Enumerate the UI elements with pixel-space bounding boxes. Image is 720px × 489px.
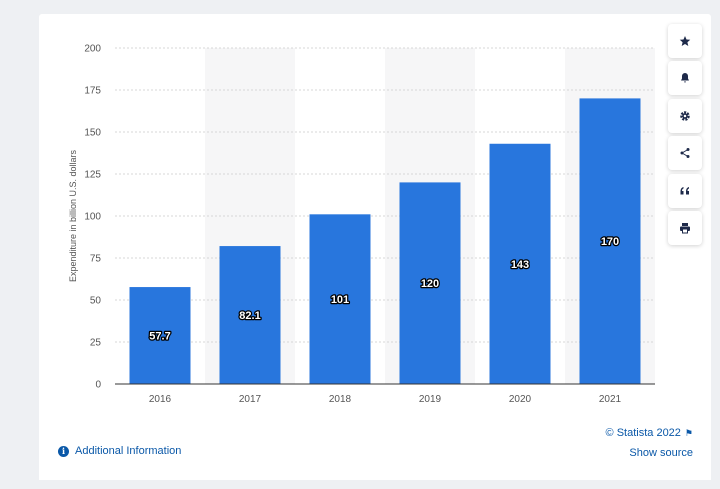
y-tick-label: 200 xyxy=(84,44,101,55)
x-tick-label: 2018 xyxy=(329,394,352,405)
settings-button[interactable] xyxy=(668,99,702,133)
x-tick-label: 2017 xyxy=(239,394,262,405)
bar-value-label: 82.1 xyxy=(239,310,260,322)
x-axis-ticks: 2016 2017 2018 2019 2020 2021 xyxy=(149,394,622,405)
bar-value-label: 57.7 xyxy=(149,331,170,343)
bar-value-label: 120 xyxy=(421,278,439,290)
show-source-link[interactable]: Show source xyxy=(629,447,693,459)
y-tick-label: 50 xyxy=(90,296,102,307)
show-source-label: Show source xyxy=(629,447,693,459)
bars xyxy=(129,98,641,385)
quote-icon xyxy=(680,187,689,195)
y-tick-label: 25 xyxy=(90,338,102,349)
x-tick-label: 2020 xyxy=(509,394,532,405)
share-button[interactable] xyxy=(668,136,702,170)
bar-value-label: 170 xyxy=(601,236,619,248)
y-tick-label: 100 xyxy=(84,212,101,223)
y-axis-ticks: 0 25 50 75 100 125 150 175 200 xyxy=(84,44,101,391)
bell-icon xyxy=(681,73,689,83)
bar-value-label: 101 xyxy=(331,294,349,306)
bar-2017[interactable] xyxy=(219,246,281,384)
bar-2020[interactable] xyxy=(489,143,551,384)
bar-2019[interactable] xyxy=(399,182,461,384)
additional-information-label: Additional Information xyxy=(75,445,182,457)
y-tick-label: 150 xyxy=(84,128,101,139)
gridlines xyxy=(115,47,655,343)
copyright-text: © Statista 2022 xyxy=(605,427,681,439)
star-icon xyxy=(679,36,691,46)
x-tick-label: 2019 xyxy=(419,394,442,405)
bar-2018[interactable] xyxy=(309,214,371,384)
y-axis-label: Expenditure in billion U.S. dollars xyxy=(68,149,78,282)
y-tick-label: 75 xyxy=(90,254,102,265)
card-bottom-edge xyxy=(39,468,711,480)
bar-value-labels: 57.7 82.1 101 120 143 170 xyxy=(148,235,620,344)
y-tick-label: 125 xyxy=(84,170,101,181)
share-icon xyxy=(680,148,690,158)
bar-2016[interactable] xyxy=(129,287,191,384)
statista-copyright: © Statista 2022 ⚑ xyxy=(606,427,693,439)
x-tick-label: 2016 xyxy=(149,394,172,405)
favorite-button[interactable] xyxy=(668,24,702,58)
info-icon: i xyxy=(58,445,69,457)
print-button[interactable] xyxy=(668,211,702,245)
y-tick-label: 175 xyxy=(84,86,101,97)
notification-button[interactable] xyxy=(668,61,702,95)
gear-icon xyxy=(680,111,690,121)
flag-icon[interactable]: ⚑ xyxy=(684,427,693,438)
additional-information-link[interactable]: i Additional Information xyxy=(58,445,181,457)
bar-2021[interactable] xyxy=(579,98,641,385)
cite-button[interactable] xyxy=(668,174,702,208)
print-icon xyxy=(680,223,690,234)
bar-value-label: 143 xyxy=(511,259,529,271)
y-tick-label: 0 xyxy=(95,380,101,391)
x-tick-label: 2021 xyxy=(599,394,622,405)
